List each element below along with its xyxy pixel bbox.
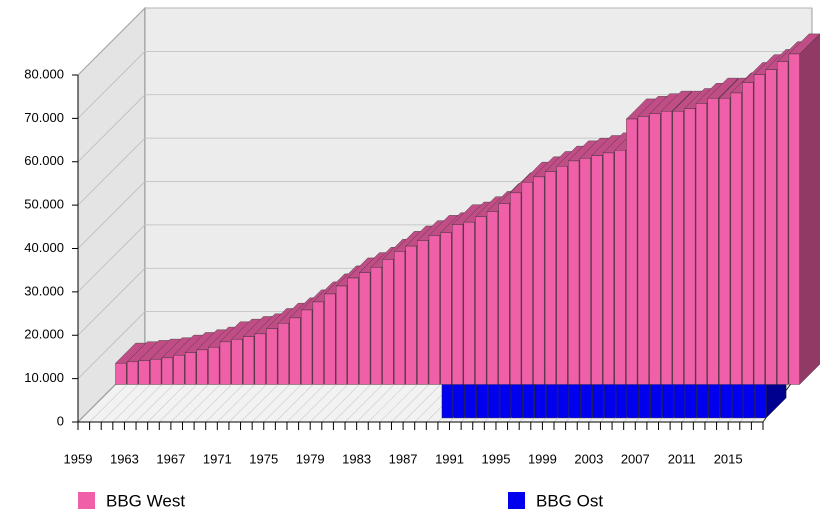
bar [498,203,510,385]
x-tick-label: 1959 [64,451,93,466]
bar [219,341,231,385]
bar [231,339,243,385]
bar [440,232,452,385]
x-tick-label: 2015 [714,451,743,466]
y-tick-label: 30.000 [24,283,64,298]
bar [510,192,522,385]
x-tick-label: 1983 [342,451,371,466]
bar [452,224,464,385]
y-tick-label: 60.000 [24,153,64,168]
grid-line [77,137,812,206]
bar [126,361,139,385]
legend-label: BBG West [106,491,185,510]
legend-label: BBG Ost [536,491,603,510]
bar [312,301,324,385]
bar [533,176,545,385]
bar [719,98,731,385]
bar [765,69,777,385]
x-tick-label: 1999 [528,451,557,466]
y-tick-label: 10.000 [24,370,64,385]
bar [324,293,336,385]
x-tick-label: 1979 [296,451,325,466]
bar [626,118,638,385]
bar [289,317,301,385]
bar [173,355,185,385]
bar [707,98,719,385]
x-tick-label: 1963 [110,451,139,466]
bar [788,53,800,385]
bar [115,362,127,385]
bar [266,328,278,385]
bar [347,277,359,385]
bar [521,182,533,385]
bar [405,245,417,385]
bar [753,74,765,385]
y-tick-label: 80.000 [24,66,64,81]
bar [602,152,615,385]
bar [208,347,220,385]
bar [393,251,406,385]
bar [614,150,626,385]
x-tick-label: 1967 [156,451,185,466]
bar [637,116,649,385]
bar [301,309,313,385]
y-tick-label: 20.000 [24,327,64,342]
bar [243,336,255,385]
bar [277,323,289,385]
y-tick-label: 50.000 [24,197,64,212]
x-tick-label: 1995 [482,451,511,466]
bar [579,158,591,385]
y-tick-label: 70.000 [24,110,64,125]
bar [150,358,162,385]
bar [742,82,754,385]
bar [777,61,789,385]
bar [649,113,661,385]
bar [568,160,580,385]
bar [486,211,498,385]
legend-swatch [508,492,525,509]
bar [184,352,197,385]
bar [254,333,266,385]
bar [556,166,568,385]
x-tick-label: 2003 [574,451,603,466]
bar [138,360,150,385]
bar [695,103,707,385]
y-tick-label: 40.000 [24,240,64,255]
x-tick-label: 2007 [621,451,650,466]
bar [196,349,208,385]
bar [475,216,487,385]
bar [382,259,394,385]
bar [417,240,429,385]
bar [335,285,347,385]
bar [463,221,475,385]
bar-side [799,33,820,385]
bar [544,171,556,385]
bar [359,272,371,385]
grid-line [77,94,812,163]
x-tick-label: 1971 [203,451,232,466]
x-tick-label: 2011 [668,451,696,466]
x-tick-label: 1987 [389,451,418,466]
legend-swatch [78,492,95,509]
grid-line [77,7,812,76]
bar [370,267,382,385]
bar [428,235,440,385]
grid-line [77,50,812,119]
bar [591,155,603,385]
bar [660,111,673,385]
bar [730,92,742,385]
bar [672,111,684,385]
x-tick-label: 1991 [435,451,464,466]
x-tick-label: 1975 [249,451,278,466]
bar [684,108,696,385]
bar [161,357,173,385]
y-tick-label: 0 [57,413,64,428]
